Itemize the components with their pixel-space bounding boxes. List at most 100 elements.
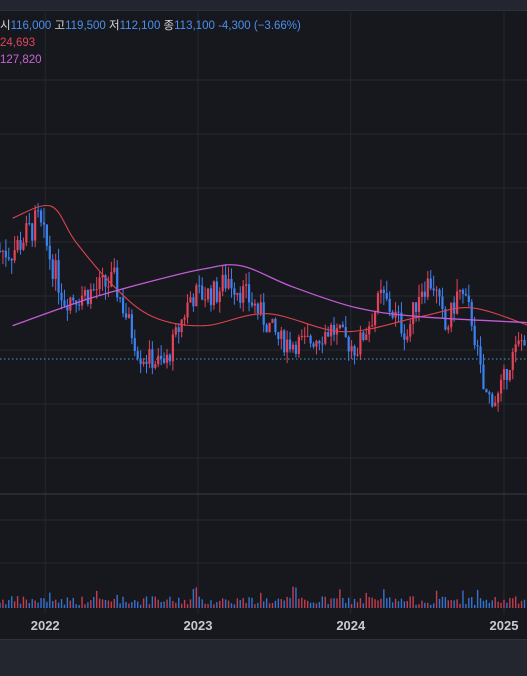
volume-bar-165	[482, 600, 485, 608]
volume-bar-145	[424, 602, 426, 608]
volume-bar-37	[107, 600, 110, 608]
candle-body-19	[54, 260, 57, 279]
volume-bar-42	[122, 596, 124, 608]
volume-bar-161	[471, 597, 473, 608]
volume-bar-27	[78, 604, 80, 608]
volume-bar-22	[63, 604, 66, 608]
volume-bar-53	[154, 596, 156, 608]
candle-body-158	[461, 289, 465, 294]
candle-body-82	[239, 292, 242, 303]
candle-body-56	[162, 358, 166, 363]
candle-body-55	[160, 355, 163, 359]
volume-bar-171	[500, 602, 502, 608]
candle-body-147	[429, 278, 432, 289]
candle-body-6	[16, 240, 19, 251]
candle-body-108	[315, 340, 318, 347]
candle-body-145	[423, 291, 426, 297]
candle-body-132	[385, 292, 388, 299]
volume-bar-102	[298, 598, 300, 608]
candle-body-175	[511, 352, 514, 371]
candle-body-39	[113, 267, 116, 272]
volume-bar-64	[186, 604, 189, 608]
candle-body-50	[145, 361, 148, 364]
volume-bar-90	[263, 601, 265, 608]
ohlc-row: 시116,000 고119,500 저112,100 종113,100 -4,3…	[0, 18, 301, 35]
volume-bar-176	[514, 596, 517, 608]
candle-body-99	[288, 339, 292, 350]
candle-body-167	[488, 392, 491, 395]
volume-bar-178	[520, 600, 523, 608]
candle-body-123	[359, 332, 362, 355]
volume-bar-134	[391, 602, 394, 608]
candle-body-17	[48, 245, 51, 260]
candle-body-129	[376, 293, 380, 313]
volume-bar-125	[365, 592, 367, 608]
volume-bar-99	[289, 597, 291, 608]
volume-bar-177	[517, 603, 520, 608]
candle-body-160	[467, 295, 470, 303]
volume-bar-117	[342, 597, 344, 608]
volume-bar-129	[377, 600, 379, 608]
candle-body-127	[371, 325, 374, 327]
candle-body-62	[180, 319, 183, 333]
candle-body-119	[347, 336, 350, 352]
candle-body-21	[60, 292, 63, 301]
volume-bar-79	[230, 603, 233, 608]
candle-body-10	[28, 223, 31, 225]
volume-bar-88	[257, 602, 259, 608]
volume-bar-147	[430, 604, 432, 608]
candle-body-70	[204, 299, 207, 301]
candle-body-112	[327, 332, 330, 337]
volume-bar-47	[137, 601, 139, 608]
candle-body-25	[72, 297, 75, 301]
volume-bar-60	[175, 602, 177, 608]
volume-bar-46	[134, 600, 136, 608]
volume-bar-155	[453, 600, 455, 608]
candle-body-154	[450, 302, 453, 328]
volume-bar-5	[13, 601, 16, 608]
change-value: -4,300	[218, 20, 251, 32]
candle-body-76	[221, 274, 224, 292]
candle-body-57	[165, 354, 169, 363]
volume-bar-63	[183, 599, 186, 608]
candle-body-66	[192, 297, 195, 307]
volume-bar-167	[488, 602, 491, 608]
volume-bar-82	[239, 600, 241, 608]
volume-bar-156	[456, 599, 458, 608]
candle-body-58	[168, 354, 172, 362]
volume-bar-148	[432, 603, 435, 608]
candle-body-176	[514, 344, 517, 353]
volume-bar-74	[216, 602, 218, 608]
candle-body-103	[300, 335, 303, 337]
volume-bar-127	[371, 597, 373, 608]
candle-body-43	[124, 313, 128, 318]
candle-body-116	[338, 324, 341, 329]
candle-body-171	[499, 379, 503, 394]
volume-bar-28	[81, 596, 83, 608]
volume-bar-157	[459, 603, 461, 608]
candle-body-47	[136, 350, 139, 359]
volume-bar-4	[11, 596, 13, 608]
candle-body-107	[312, 343, 315, 347]
volume-bar-18	[52, 601, 54, 608]
volume-bar-91	[265, 598, 268, 608]
bottom-toolbar	[0, 639, 527, 676]
candle-body-77	[224, 274, 227, 289]
volume-bar-130	[380, 598, 382, 608]
candle-body-131	[382, 289, 385, 293]
candle-body-38	[110, 271, 113, 287]
candle-body-86	[250, 302, 254, 306]
open-label: 시	[0, 20, 11, 32]
volume-bar-16	[46, 601, 48, 608]
volume-bar-113	[330, 598, 332, 608]
candle-body-153	[447, 327, 450, 330]
candle-body-1	[1, 250, 5, 252]
volume-bar-139	[406, 600, 408, 608]
volume-bar-100	[292, 586, 294, 608]
candle-body-92	[268, 322, 271, 333]
volume-bar-85	[248, 597, 250, 608]
candle-body-24	[69, 297, 72, 311]
volume-bar-61	[178, 597, 180, 608]
